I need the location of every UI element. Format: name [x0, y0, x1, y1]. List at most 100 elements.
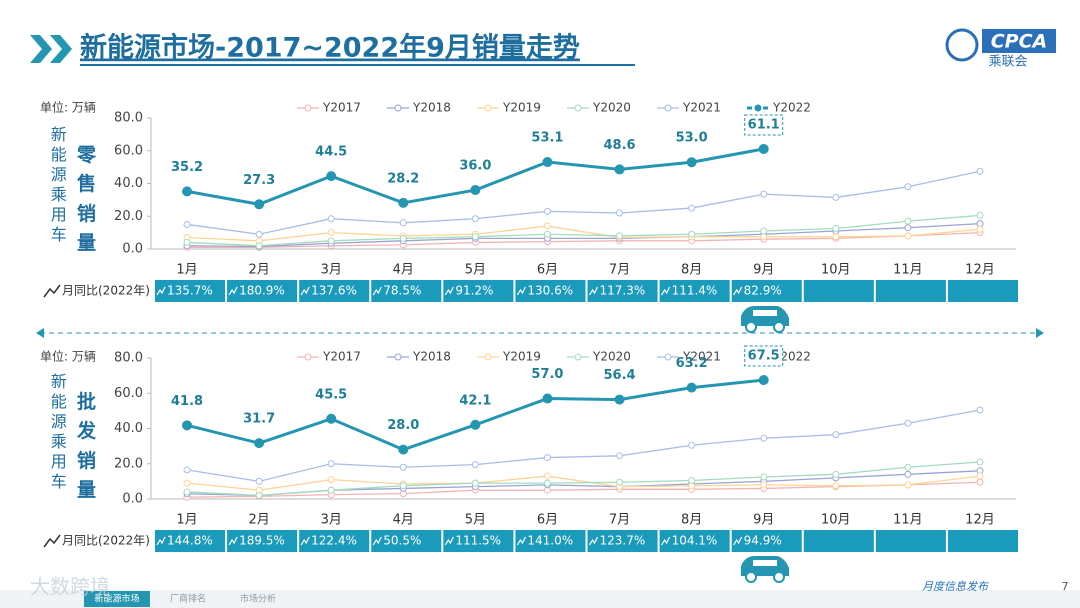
- point: [760, 434, 768, 442]
- trend-icon: [661, 286, 671, 296]
- value-label: 57.0: [531, 367, 563, 382]
- yoy-cell: [803, 530, 874, 552]
- series-line: [186, 170, 981, 235]
- unit-label: 单位: 万辆: [40, 100, 96, 115]
- legend-label: Y2017: [322, 101, 361, 115]
- side-label: 新能源乘用车: [50, 125, 67, 244]
- point: [688, 230, 696, 238]
- trend-icon: [43, 534, 61, 548]
- point: [760, 190, 768, 198]
- yoy-cell: [155, 280, 226, 302]
- value-label: 48.6: [604, 138, 636, 153]
- yoy-value: 122.4%: [311, 534, 357, 548]
- point: [976, 211, 984, 219]
- yoy-cell: [875, 530, 946, 552]
- point: [904, 217, 912, 225]
- x-tick-label: 9月: [753, 513, 774, 528]
- trend-icon: [156, 286, 166, 296]
- arrow: [1036, 328, 1044, 338]
- point: [543, 207, 551, 215]
- yoy-value: 123.7%: [600, 534, 646, 548]
- car-wheel: [773, 321, 785, 333]
- point: [255, 230, 263, 238]
- x-tick-label: 6月: [537, 513, 558, 528]
- legend-label: Y2021: [682, 350, 721, 364]
- point: [904, 419, 912, 427]
- x-tick-label: 10月: [821, 263, 851, 278]
- yoy-value: 130.6%: [527, 284, 573, 298]
- point: [542, 393, 553, 404]
- point: [255, 242, 263, 250]
- trend-icon: [372, 286, 382, 296]
- point: [255, 477, 263, 485]
- logo-box: [982, 29, 1056, 53]
- series-line: [187, 214, 981, 247]
- point: [688, 476, 696, 484]
- nav-tab[interactable]: 新能源市场: [94, 593, 139, 605]
- point: [327, 460, 335, 468]
- point: [543, 230, 551, 238]
- value-label: 35.2: [171, 160, 203, 175]
- series-line: [187, 225, 981, 242]
- nav-tab[interactable]: 厂商排名: [170, 593, 206, 605]
- yoy-value: 144.8%: [167, 534, 213, 548]
- yoy-label: 月同比(2022年): [62, 284, 150, 298]
- yoy-value: 78.5%: [383, 284, 421, 298]
- point: [616, 478, 624, 486]
- label-box: [744, 345, 784, 367]
- point: [976, 472, 984, 480]
- chevron: [50, 35, 72, 63]
- legend-marker: [574, 104, 582, 112]
- point: [327, 476, 335, 484]
- point: [832, 233, 840, 241]
- point: [471, 479, 479, 487]
- value-label: 28.2: [387, 171, 419, 186]
- yoy-cell: [515, 280, 586, 302]
- yoy-value: 111.4%: [672, 284, 718, 298]
- metric-label: 零售销量: [76, 144, 96, 255]
- point: [399, 482, 407, 490]
- yoy-cell: [659, 530, 730, 552]
- point: [398, 197, 409, 208]
- legend-label: Y2021: [682, 101, 721, 115]
- value-label: 61.1: [748, 117, 780, 132]
- page-number: 7: [1062, 580, 1069, 593]
- trend-icon: [516, 536, 526, 546]
- point: [327, 215, 335, 223]
- point: [976, 478, 984, 486]
- point: [254, 199, 265, 210]
- series-line: [187, 481, 980, 498]
- value-label: 41.8: [171, 394, 203, 409]
- x-tick-label: 2月: [248, 263, 269, 278]
- yoy-label: 月同比(2022年): [62, 534, 150, 548]
- chevron: [30, 35, 52, 63]
- car-wheel: [773, 571, 785, 583]
- y-tick-label: 0.0: [122, 242, 143, 257]
- point: [543, 479, 551, 487]
- point: [470, 185, 481, 196]
- point: [399, 234, 407, 242]
- trend-icon: [588, 286, 599, 296]
- x-tick-label: 1月: [176, 513, 197, 528]
- point: [758, 375, 769, 386]
- point: [832, 225, 840, 233]
- unit-label: 单位: 万辆: [40, 349, 96, 364]
- x-tick-label: 3月: [321, 513, 342, 528]
- x-tick-label: 12月: [965, 513, 995, 528]
- trend-icon: [733, 536, 743, 546]
- point: [758, 143, 769, 154]
- nav-tab[interactable]: 市场分析: [240, 593, 276, 605]
- point: [254, 438, 265, 449]
- value-label: 63.2: [676, 356, 708, 371]
- legend-marker: [304, 104, 312, 112]
- point: [686, 157, 697, 168]
- car-wheel: [745, 321, 757, 333]
- yoy-cell: [587, 280, 658, 302]
- point: [904, 224, 912, 232]
- logo-sub: 乘联会: [988, 55, 1027, 70]
- point: [327, 229, 335, 237]
- yoy-cell: [875, 280, 946, 302]
- x-tick-label: 4月: [393, 513, 414, 528]
